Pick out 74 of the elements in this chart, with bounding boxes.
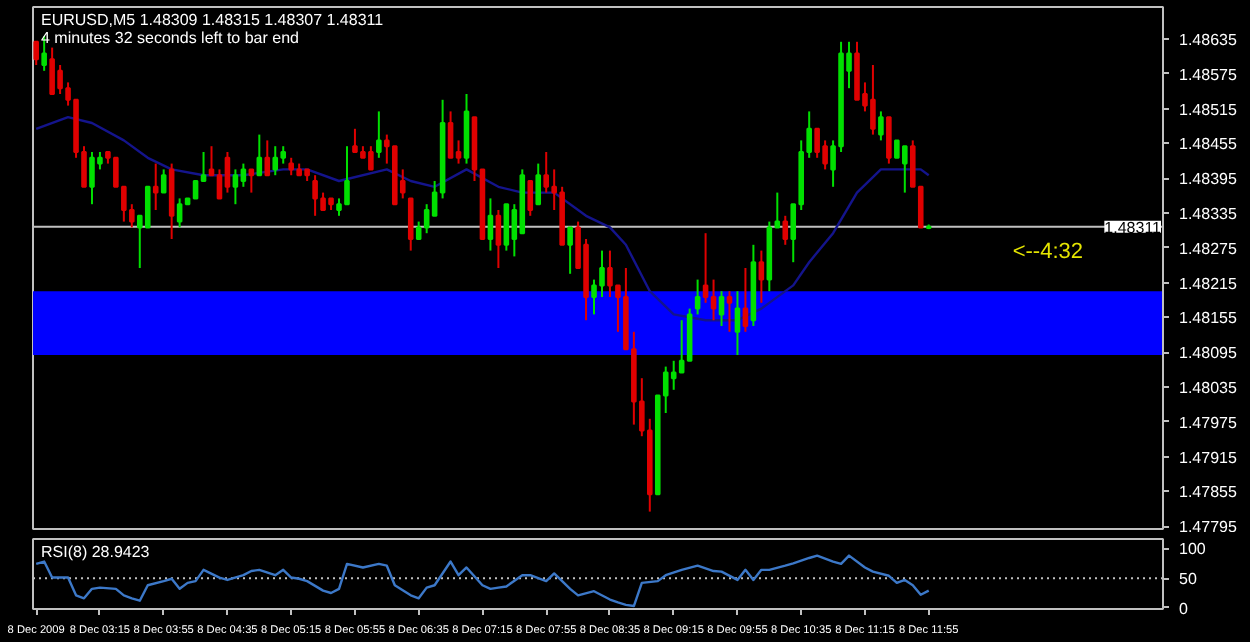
candlestick (870, 64, 876, 136)
candlestick (152, 162, 159, 211)
y-tick-label: 1.48575 (1179, 65, 1238, 84)
candlestick (726, 290, 733, 333)
candlestick (33, 40, 39, 66)
y-tick-label: 1.48275 (1179, 239, 1238, 258)
candlestick (495, 209, 502, 269)
candlestick (368, 145, 374, 171)
candlestick (702, 232, 709, 304)
chart-title: RSI(8) 28.9423 (41, 543, 151, 561)
candlestick (710, 278, 717, 322)
y-tick-label: 1.47855 (1179, 483, 1238, 502)
candlestick (168, 162, 175, 240)
candlestick (607, 249, 613, 298)
candlestick (240, 162, 247, 188)
text: 4 minutes 32 seconds left to bar end (41, 29, 299, 47)
candlestick (487, 197, 494, 252)
ref-line-label: 1.48311 (1104, 218, 1163, 237)
candlestick (854, 40, 860, 101)
candlestick (256, 133, 263, 177)
candlestick (734, 290, 741, 356)
candlestick (376, 110, 382, 159)
candlestick (902, 145, 908, 194)
candlestick (463, 93, 470, 165)
y-tick-label: 1.48035 (1179, 378, 1238, 397)
candlestick (567, 226, 573, 275)
candlestick (232, 168, 239, 206)
candlestick (224, 151, 231, 194)
candlestick (670, 359, 677, 391)
y-tick-label: 1.48635 (1179, 30, 1238, 49)
y-tick-label: 100 (1179, 540, 1207, 559)
candlestick (144, 185, 151, 229)
y-tick-label: 1.48215 (1179, 274, 1238, 293)
candlestick (176, 197, 183, 229)
annotation: <--4:32 (1012, 239, 1084, 264)
candlestick (264, 139, 271, 177)
y-tick-label: 1.47975 (1179, 413, 1238, 432)
candlestick (447, 110, 454, 159)
candlestick (57, 64, 63, 95)
candlestick (89, 151, 95, 206)
candlestick (814, 127, 820, 159)
y-tick-label: 1.47915 (1179, 448, 1238, 467)
y-tick-label: 1.48155 (1179, 309, 1238, 328)
chart-title: EURUSD,M5 1.48309 1.48315 1.48307 1.48311 (41, 11, 385, 29)
candlestick (407, 197, 414, 252)
candlestick (344, 145, 350, 206)
candlestick (49, 46, 55, 95)
y-tick-label: 1.48455 (1179, 135, 1238, 154)
y-tick-label: 1.48095 (1179, 344, 1238, 363)
candlestick (782, 214, 789, 246)
y-tick-label: 1.47795 (1179, 518, 1238, 537)
y-tick-label: 0 (1179, 599, 1189, 618)
candlestick (678, 319, 685, 374)
y-tick-label: 1.48335 (1179, 204, 1238, 223)
candlestick (527, 180, 534, 217)
candlestick (503, 203, 510, 252)
y-tick-label: 1.48395 (1179, 170, 1238, 189)
candlestick (742, 267, 749, 333)
candlestick (886, 116, 892, 165)
candlestick (878, 110, 884, 142)
candlestick (758, 249, 765, 304)
candlestick (272, 145, 279, 177)
y-tick-label: 50 (1179, 570, 1198, 589)
candlestick (599, 249, 605, 298)
candlestick (718, 290, 725, 327)
candlestick (543, 151, 549, 194)
candlestick (694, 278, 701, 316)
candlestick (41, 35, 47, 72)
candlestick (160, 168, 167, 194)
candlestick (352, 127, 358, 153)
candlestick (248, 168, 255, 194)
candlestick (535, 162, 542, 206)
y-tick-label: 1.48515 (1179, 100, 1238, 119)
candlestick (312, 174, 318, 217)
